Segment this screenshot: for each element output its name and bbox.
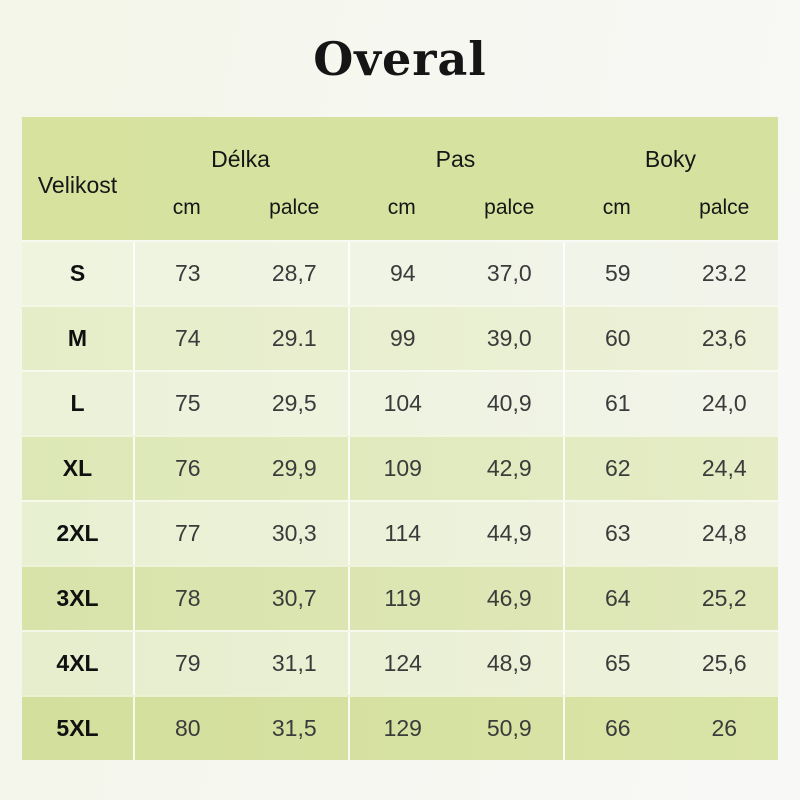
value-cell: 109	[348, 437, 456, 500]
page-title: Overal	[313, 32, 487, 86]
value-cell: 129	[348, 697, 456, 760]
value-cell: 62	[563, 437, 671, 500]
table-row-s: S 73 28,7 94 37,0 59 23.2	[22, 240, 778, 305]
value-cell: 29,5	[271, 390, 317, 416]
value-cell: 94	[348, 242, 456, 305]
size-cell: 5XL	[56, 715, 99, 741]
value-cell: 44,9	[486, 520, 532, 546]
value-cell: 30,7	[271, 585, 317, 611]
value-cell: 73	[133, 242, 241, 305]
value-cell: 46,9	[486, 585, 532, 611]
value-cell: 31,1	[271, 650, 317, 676]
value-cell: 50,9	[486, 715, 532, 741]
value-cell: 76	[133, 437, 241, 500]
value-cell: 48,9	[486, 650, 532, 676]
value-cell: 25,6	[701, 650, 747, 676]
value-cell: 60	[563, 307, 671, 370]
value-cell: 42,9	[486, 455, 532, 481]
subcol-header-pas-palce: palce	[484, 195, 535, 219]
value-cell: 74	[133, 307, 241, 370]
value-cell: 29.1	[271, 325, 317, 351]
group-header-boky: Boky	[644, 146, 697, 172]
value-cell: 78	[133, 567, 241, 630]
value-cell: 63	[563, 502, 671, 565]
value-cell: 39,0	[486, 325, 532, 351]
subcol-header-boky-palce: palce	[699, 195, 750, 219]
table-row-2xl: 2XL 77 30,3 114 44,9 63 24,8	[22, 500, 778, 565]
value-cell: 80	[133, 697, 241, 760]
value-cell: 77	[133, 502, 241, 565]
value-cell: 114	[348, 502, 456, 565]
value-cell: 64	[563, 567, 671, 630]
value-cell: 24,0	[701, 390, 747, 416]
value-cell: 23.2	[701, 260, 747, 286]
table-body: S 73 28,7 94 37,0 59 23.2 M 74 29.1 99 3…	[22, 240, 778, 760]
subcol-header-boky-cm: cm	[602, 195, 631, 219]
value-cell: 30,3	[271, 520, 317, 546]
group-header-pas: Pas	[435, 146, 476, 172]
size-cell: 3XL	[56, 585, 99, 611]
value-cell: 40,9	[486, 390, 532, 416]
value-cell: 104	[348, 372, 456, 435]
value-cell: 75	[133, 372, 241, 435]
value-cell: 31,5	[271, 715, 317, 741]
size-cell: L	[70, 390, 85, 416]
value-cell: 124	[348, 632, 456, 695]
value-cell: 65	[563, 632, 671, 695]
value-cell: 37,0	[486, 260, 532, 286]
value-cell: 29,9	[271, 455, 317, 481]
value-cell: 119	[348, 567, 456, 630]
value-cell: 28,7	[271, 260, 317, 286]
size-cell: M	[67, 325, 88, 351]
value-cell: 24,4	[701, 455, 747, 481]
table-row-l: L 75 29,5 104 40,9 61 24,0	[22, 370, 778, 435]
table-row-4xl: 4XL 79 31,1 124 48,9 65 25,6	[22, 630, 778, 695]
subcol-header-pas-cm: cm	[387, 195, 416, 219]
value-cell: 79	[133, 632, 241, 695]
table-row-xl: XL 76 29,9 109 42,9 62 24,4	[22, 435, 778, 500]
value-cell: 23,6	[701, 325, 747, 351]
size-cell: S	[69, 260, 86, 286]
value-cell: 99	[348, 307, 456, 370]
value-cell: 24,8	[701, 520, 747, 546]
subcol-header-delka-palce: palce	[269, 195, 320, 219]
table-row-5xl: 5XL 80 31,5 129 50,9 66 26	[22, 695, 778, 760]
size-cell: 4XL	[56, 650, 99, 676]
value-cell: 61	[563, 372, 671, 435]
value-cell: 26	[711, 715, 738, 741]
value-cell: 59	[563, 242, 671, 305]
size-cell: XL	[62, 455, 93, 481]
value-cell: 25,2	[701, 585, 747, 611]
value-cell: 66	[563, 697, 671, 760]
table-row-m: M 74 29.1 99 39,0 60 23,6	[22, 305, 778, 370]
size-chart-table: Velikost Délka Pas Boky cm palce cm palc…	[22, 117, 778, 760]
table-header: Velikost Délka Pas Boky cm palce cm palc…	[22, 117, 778, 240]
size-cell: 2XL	[56, 520, 99, 546]
column-header-velikost: Velikost	[37, 172, 118, 198]
subcol-header-delka-cm: cm	[172, 195, 201, 219]
group-header-delka: Délka	[211, 146, 270, 172]
table-row-3xl: 3XL 78 30,7 119 46,9 64 25,2	[22, 565, 778, 630]
